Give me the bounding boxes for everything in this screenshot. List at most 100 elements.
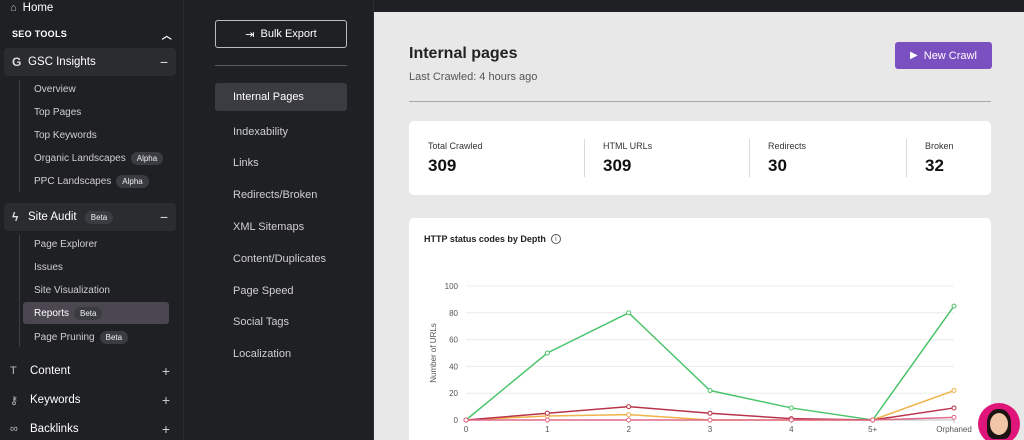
sidebar-item-top-pages[interactable]: Top Pages: [34, 103, 81, 121]
chart-card: HTTP status codes by Depth i 0 20 40 60 80 10…: [409, 218, 991, 440]
stat-value: 30: [768, 156, 787, 175]
x-tick-label: 3: [708, 425, 713, 434]
subnav-item-localization[interactable]: Localization: [215, 340, 347, 368]
site-audit-text: Site Audit: [28, 211, 77, 223]
y-tick-label: 80: [449, 309, 458, 318]
x-tick-label: 1: [545, 425, 550, 434]
stat-separator: [749, 139, 750, 177]
avatar-face: [990, 413, 1008, 435]
y-tick-label: 0: [454, 416, 459, 425]
data-point: [788, 405, 794, 411]
subnav-item-social-tags[interactable]: Social Tags: [215, 308, 347, 336]
content-label: Content: [30, 365, 71, 377]
main-sidebar: ⌂ Home SEO TOOLS ︿ G GSC Insights − Over…: [0, 0, 184, 440]
data-point: [626, 417, 632, 423]
stat-value: 309: [603, 156, 632, 175]
subnav-item-links[interactable]: Links: [215, 149, 347, 177]
tree-line: [19, 235, 20, 347]
data-point: [707, 388, 713, 394]
sidebar-item-page-pruning[interactable]: Page Pruning Beta: [34, 328, 129, 346]
gsc-insights-label: GSC Insights: [28, 56, 96, 68]
home-icon: ⌂: [10, 2, 17, 14]
sidebar-item-top-keywords[interactable]: Top Keywords: [34, 126, 97, 144]
subnav-item-redirects-broken[interactable]: Redirects/Broken: [215, 181, 347, 209]
y-tick-label: 100: [445, 282, 459, 291]
sidebar-item-overview[interactable]: Overview: [34, 80, 76, 98]
sidebar-item-ppc-landscapes[interactable]: PPC Landscapes Alpha: [34, 172, 149, 190]
sidebar-item-reports[interactable]: Reports Beta: [34, 304, 103, 322]
expand-icon[interactable]: +: [161, 363, 170, 379]
main-content: Internal pages Last Crawled: 4 hours ago…: [374, 12, 1024, 440]
expand-icon[interactable]: +: [161, 392, 170, 408]
beta-badge: Beta: [74, 306, 103, 320]
subnav-item-internal-pages[interactable]: Internal Pages: [215, 83, 347, 111]
y-axis-label: Number of URLs: [429, 323, 438, 383]
ppc-landscapes-label: PPC Landscapes: [34, 175, 112, 187]
data-point: [463, 417, 469, 423]
expand-icon[interactable]: +: [161, 421, 170, 437]
key-icon: ⚷: [10, 394, 19, 407]
page-pruning-label: Page Pruning: [34, 331, 95, 343]
section-title-seo-tools[interactable]: SEO TOOLS ︿: [12, 26, 172, 42]
collapse-icon[interactable]: −: [159, 209, 168, 225]
issues-label: Issues: [34, 261, 63, 273]
keywords-label: Keywords: [30, 394, 81, 406]
x-tick-label: 2: [626, 425, 631, 434]
last-crawled-text: Last Crawled: 4 hours ago: [409, 71, 538, 83]
x-tick-label: 4: [789, 425, 794, 434]
data-point: [544, 410, 550, 416]
data-point: [544, 350, 550, 356]
subnav-item-xml-sitemaps[interactable]: XML Sitemaps: [215, 213, 347, 241]
beta-badge: Beta: [99, 330, 129, 344]
info-icon[interactable]: i: [550, 234, 561, 244]
alpha-badge: Alpha: [130, 151, 164, 165]
data-point: [707, 417, 713, 423]
data-point: [951, 414, 957, 420]
sidebar-item-organic-landscapes[interactable]: Organic Landscapes Alpha: [34, 149, 164, 167]
sidebar-group-site-audit[interactable]: ϟ Site Audit Beta −: [4, 203, 176, 231]
stat-broken: Broken 32: [925, 141, 954, 176]
redirects-broken-label: Redirects/Broken: [233, 189, 318, 201]
site-audit-label: Site Audit Beta: [28, 211, 160, 224]
subnav-item-content-duplicates[interactable]: Content/Duplicates: [215, 245, 347, 273]
data-point: [788, 417, 794, 423]
sidebar-item-content[interactable]: T Content +: [10, 362, 170, 380]
stat-separator: [584, 139, 585, 177]
new-crawl-button[interactable]: ▶ New Crawl: [895, 42, 992, 69]
stats-card: Total Crawled 309 HTML URLs 309 Redirect…: [409, 121, 991, 195]
subnav-item-page-speed[interactable]: Page Speed: [215, 277, 347, 305]
page-speed-label: Page Speed: [233, 285, 294, 297]
sidebar-item-site-visualization[interactable]: Site Visualization: [34, 281, 110, 299]
divider: [409, 101, 991, 102]
data-point: [626, 404, 632, 410]
sidebar-item-home[interactable]: ⌂ Home: [10, 0, 194, 16]
sidebar-item-backlinks[interactable]: ∞ Backlinks +: [10, 420, 170, 438]
data-point: [544, 417, 550, 423]
avatar[interactable]: [978, 403, 1020, 440]
stat-label: Total Crawled: [428, 141, 483, 151]
chart-title-text: HTTP status codes by Depth: [424, 234, 546, 244]
y-tick-label: 40: [449, 362, 458, 371]
reports-label: Reports: [34, 307, 70, 319]
top-keywords-label: Top Keywords: [34, 129, 97, 141]
social-tags-label: Social Tags: [233, 316, 290, 328]
sidebar-group-gsc-insights[interactable]: G GSC Insights −: [4, 48, 176, 76]
google-icon: G: [12, 55, 22, 69]
divider: [215, 65, 347, 66]
stat-label: Redirects: [768, 141, 807, 151]
subnav-item-indexability[interactable]: Indexability: [215, 118, 347, 146]
play-icon: ▶: [910, 50, 918, 61]
bulk-export-button[interactable]: ⇥ Bulk Export: [215, 20, 347, 48]
y-tick-label: 20: [449, 389, 458, 398]
collapse-icon[interactable]: −: [159, 54, 168, 70]
beta-badge: Beta: [84, 211, 114, 224]
page-explorer-label: Page Explorer: [34, 238, 98, 250]
sidebar-item-issues[interactable]: Issues: [34, 258, 63, 276]
stat-separator: [906, 139, 907, 177]
indexability-label: Indexability: [233, 126, 289, 138]
sidebar-item-page-explorer[interactable]: Page Explorer: [34, 235, 97, 253]
sidebar-item-keywords[interactable]: ⚷ Keywords +: [10, 391, 170, 409]
internal-pages-label: Internal Pages: [233, 91, 304, 103]
chart-title: HTTP status codes by Depth i: [424, 234, 561, 244]
x-tick-label: Orphaned: [936, 425, 972, 434]
